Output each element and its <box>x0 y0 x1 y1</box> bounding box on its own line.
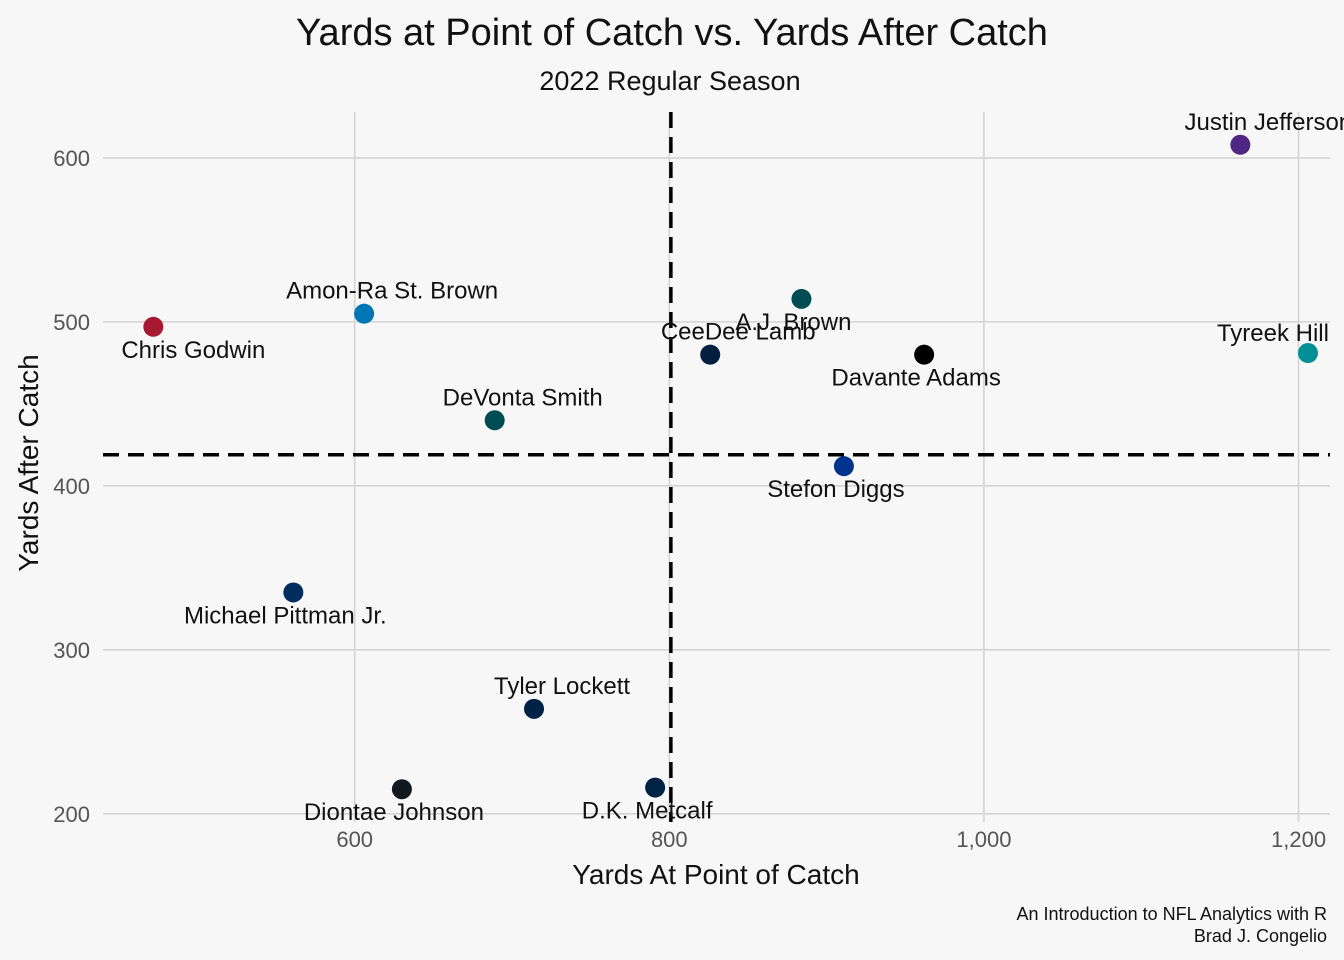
caption-line-1: An Introduction to NFL Analytics with R <box>1017 904 1327 924</box>
data-point <box>700 344 721 365</box>
y-tick-label: 600 <box>53 146 90 171</box>
data-point <box>914 344 935 365</box>
point-label: Amon-Ra St. Brown <box>286 278 498 305</box>
data-point <box>1297 343 1318 364</box>
y-axis-title: Yards After Catch <box>13 354 44 571</box>
y-tick-label: 500 <box>53 310 90 335</box>
data-point <box>645 777 666 798</box>
axis-ticks: 600 800 1,000 1,200 200 300 400 500 600 <box>53 146 1326 852</box>
chart-title: Yards at Point of Catch vs. Yards After … <box>296 12 1048 54</box>
data-points <box>143 134 1318 800</box>
point-label: Chris Godwin <box>121 337 265 364</box>
data-point <box>391 779 412 800</box>
point-label: Tyler Lockett <box>494 673 630 700</box>
data-point <box>1230 134 1251 155</box>
data-point <box>524 698 545 719</box>
y-tick-label: 300 <box>53 638 90 663</box>
data-point <box>833 456 854 477</box>
point-label: Tyreek Hill <box>1217 320 1329 347</box>
point-label: Davante Adams <box>831 365 1000 392</box>
point-label: CeeDee Lamb <box>661 319 816 346</box>
x-axis-title: Yards At Point of Catch <box>572 859 859 890</box>
point-labels: Justin Jefferson Tyreek Hill A.J. BrownCee… <box>121 109 1344 826</box>
data-point <box>283 582 304 603</box>
grid-layer <box>103 112 1330 822</box>
reference-lines <box>103 112 1330 822</box>
x-tick-label: 1,200 <box>1271 827 1326 852</box>
y-tick-label: 400 <box>53 474 90 499</box>
data-point <box>484 410 505 431</box>
point-label: D.K. Metcalf <box>582 798 713 825</box>
point-label: A.J. Brown <box>735 309 851 336</box>
data-point <box>791 288 812 309</box>
point-label: Diontae Johnson <box>304 799 484 826</box>
data-point <box>143 316 164 337</box>
point-label: Michael Pittman Jr. <box>184 602 387 629</box>
x-tick-label: 600 <box>336 827 373 852</box>
x-tick-label: 1,000 <box>956 827 1011 852</box>
caption-line-2: Brad J. Congelio <box>1194 926 1327 946</box>
y-tick-label: 200 <box>53 802 90 827</box>
data-point <box>354 303 375 324</box>
point-label: DeVonta Smith <box>443 384 603 411</box>
x-tick-label: 800 <box>651 827 688 852</box>
point-label: Stefon Diggs <box>767 476 904 503</box>
point-label: Justin Jefferson <box>1185 109 1344 136</box>
chart-subtitle: 2022 Regular Season <box>539 66 800 96</box>
